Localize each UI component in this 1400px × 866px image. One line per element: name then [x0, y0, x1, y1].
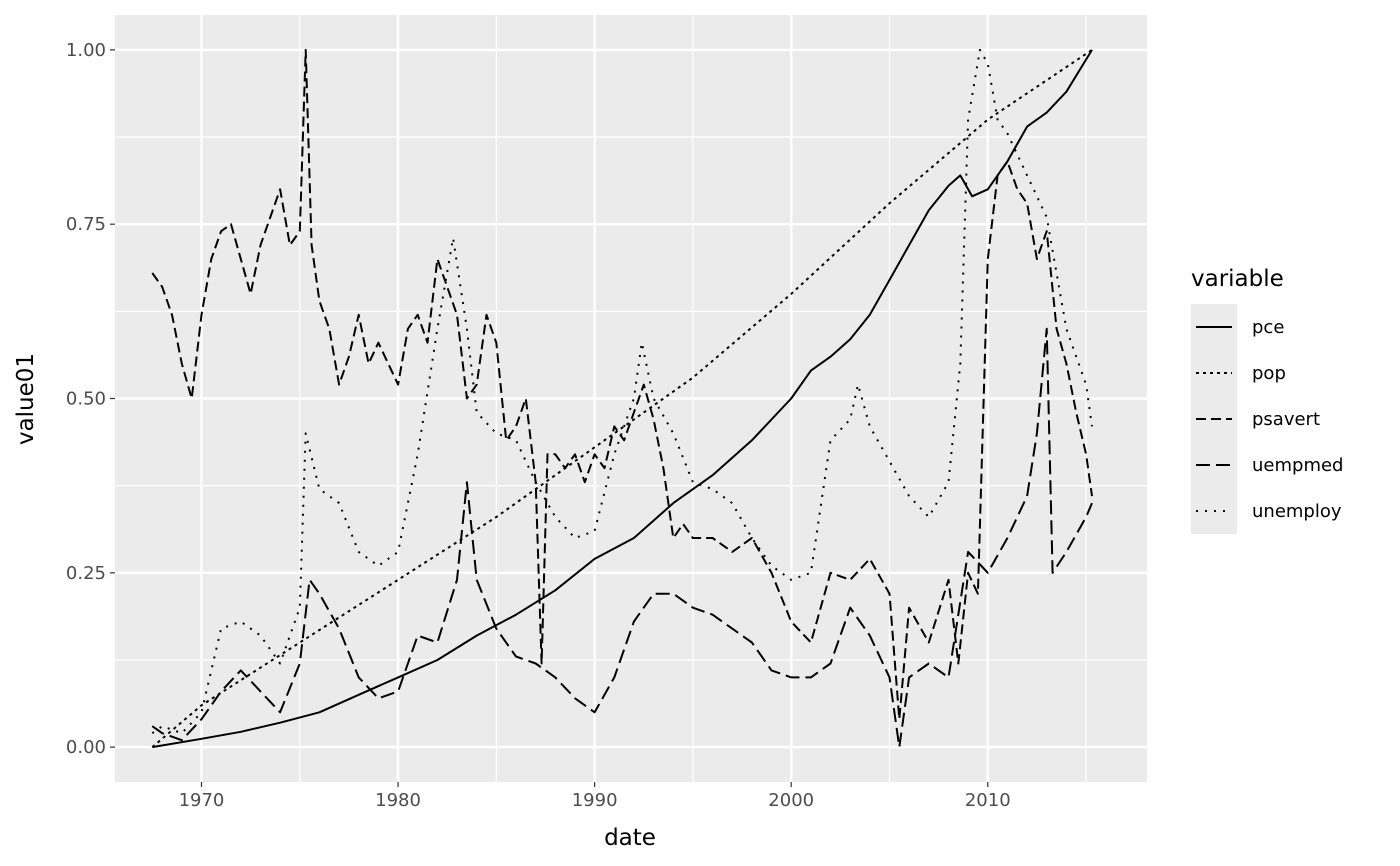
series-unemploy: [151, 48, 1093, 735]
y-axis-ticks: 0.00 0.25 0.50 0.75 1.00: [66, 40, 115, 758]
x-tick-label: 1980: [375, 790, 421, 811]
x-axis-ticks: 1970 1980 1990 2000 2010: [179, 782, 1011, 811]
y-tick-label: 0.75: [66, 214, 106, 235]
series-pop: [151, 49, 1093, 748]
series-pce: [152, 49, 1093, 749]
x-tick-label: 1990: [572, 790, 618, 811]
legend-label-uempmed: uempmed: [1252, 455, 1343, 476]
legend-label-pce: pce: [1252, 317, 1284, 338]
series-uempmed: [151, 327, 1093, 749]
y-axis-title: value01: [13, 353, 39, 445]
x-tick-label: 1970: [179, 790, 225, 811]
legend: variable pce pop psavert uempmed unemploy: [1191, 266, 1343, 534]
y-tick-label: 0.25: [66, 563, 106, 584]
y-tick-label: 1.00: [66, 40, 106, 61]
legend-title: variable: [1191, 266, 1284, 292]
legend-label-psavert: psavert: [1252, 409, 1320, 430]
x-axis-title: date: [604, 825, 656, 851]
legend-label-unemploy: unemploy: [1252, 501, 1342, 522]
series-group: [151, 48, 1093, 749]
y-tick-label: 0.50: [66, 389, 106, 410]
legend-items: pce pop psavert uempmed unemploy: [1196, 317, 1343, 522]
y-tick-label: 0.00: [66, 737, 106, 758]
x-tick-label: 2000: [768, 790, 814, 811]
legend-label-pop: pop: [1252, 363, 1286, 384]
x-tick-label: 2010: [965, 790, 1011, 811]
